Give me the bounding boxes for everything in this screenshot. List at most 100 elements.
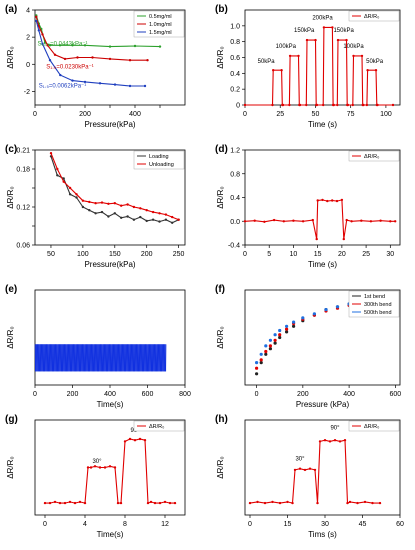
data-point <box>53 53 57 56</box>
data-point <box>163 500 167 504</box>
plot-frame <box>34 419 186 516</box>
data-point <box>328 440 332 443</box>
data-point <box>151 210 155 214</box>
annotation: 30° <box>295 456 305 462</box>
data-point <box>88 200 91 204</box>
y-tick-label: -0.4 <box>228 243 240 250</box>
data-point <box>255 366 259 370</box>
plot-frame <box>244 289 401 386</box>
data-point <box>285 327 289 331</box>
data-point <box>143 439 147 442</box>
panel-f: (f) 0 200 400 600 Pressure (kPa) ΔR/R₀ 1st bend… <box>215 284 401 409</box>
y-axis-label: ΔR/R₀ <box>6 326 15 348</box>
data-point <box>158 45 162 48</box>
data-point <box>308 467 312 470</box>
data-point <box>282 220 285 223</box>
panel-h: (h) 0 15 30 45 60 Tims (s) ΔR/R₀ 30° 90° ΔR/R₀ <box>215 414 404 539</box>
y-axis-label: ΔR/R₀ <box>6 186 15 208</box>
x-tick-label: 400 <box>129 111 141 118</box>
panel-letter: (e) <box>5 284 17 295</box>
x-tick-label: 400 <box>343 391 355 398</box>
data-point <box>100 201 104 204</box>
y-tick-label: 0 <box>26 62 30 69</box>
data-point <box>71 79 74 82</box>
data-point <box>264 352 268 356</box>
x-tick-label: 400 <box>104 391 116 398</box>
data-point <box>171 215 174 219</box>
data-point <box>336 38 340 42</box>
y-axis-label: ΔR/R₀ <box>216 46 225 68</box>
data-point <box>291 501 294 505</box>
data-point <box>346 501 349 505</box>
legend-label: ΔR/R₀ <box>364 154 379 160</box>
data-point <box>271 103 274 107</box>
data-point <box>273 338 277 342</box>
data-point <box>263 501 267 505</box>
x-tick-label: 60 <box>396 521 404 528</box>
y-axis-label: ΔR/R₀ <box>216 326 225 348</box>
data-point <box>46 44 49 47</box>
x-tick-label: 15 <box>284 521 292 528</box>
data-point <box>94 212 97 215</box>
data-point <box>133 44 137 48</box>
legend-label: 1.0mg/ml <box>149 22 172 28</box>
data-point <box>243 220 247 223</box>
data-point <box>345 38 348 42</box>
data-point <box>68 186 72 190</box>
annotation: 30° <box>92 459 102 465</box>
data-point <box>68 193 72 196</box>
x-tick-label: 25 <box>362 251 370 258</box>
data-point <box>120 204 123 207</box>
data-point <box>362 103 365 107</box>
data-point <box>63 501 67 505</box>
data-point <box>103 466 107 469</box>
data-point <box>378 501 382 505</box>
y-tick-label: 0.2 <box>230 87 240 94</box>
x-axis-label: Pressure (kPa) <box>296 400 350 409</box>
y-tick-label: 0.4 <box>230 71 240 78</box>
data-point <box>151 218 155 221</box>
data-point <box>315 237 318 241</box>
data-point <box>146 501 150 505</box>
data-point <box>149 500 153 504</box>
data-point <box>138 437 142 441</box>
data-point <box>376 103 379 107</box>
data-point <box>133 439 137 442</box>
data-point <box>298 467 302 470</box>
data-point <box>331 26 334 29</box>
panel-letter: (d) <box>215 144 228 155</box>
annotation: 100kPa <box>343 44 364 50</box>
legend-label: 500th bend <box>364 310 392 316</box>
data-point <box>108 465 112 468</box>
data-point <box>316 199 319 202</box>
y-tick-label: 0.0 <box>230 219 240 226</box>
y-tick-label: 1.0 <box>230 23 240 30</box>
annotation: 150kPa <box>333 28 354 34</box>
legend-box <box>348 150 400 162</box>
data-point <box>332 103 335 107</box>
data-point <box>264 349 268 354</box>
panel-letter: (g) <box>5 414 18 425</box>
data-point <box>41 42 44 46</box>
data-point <box>293 468 297 472</box>
data-point <box>288 54 292 58</box>
data-point <box>158 501 162 505</box>
data-point <box>273 341 277 345</box>
data-point <box>324 308 328 312</box>
data-point <box>107 202 110 205</box>
x-tick-label: 250 <box>173 251 185 258</box>
annotation: 200kPa <box>312 16 333 22</box>
legend-box <box>133 150 185 170</box>
y-tick-label: 2 <box>26 35 30 42</box>
data-point <box>305 103 308 107</box>
y-axis-label: ΔR/R₀ <box>216 186 225 208</box>
data-point <box>146 59 149 62</box>
y-tick-label: 0.21 <box>16 148 30 155</box>
plot-frame <box>244 419 401 516</box>
data-point <box>311 218 314 222</box>
data-point <box>158 220 161 223</box>
data-point <box>71 44 74 47</box>
data-point <box>48 44 52 47</box>
data-point <box>164 218 168 221</box>
